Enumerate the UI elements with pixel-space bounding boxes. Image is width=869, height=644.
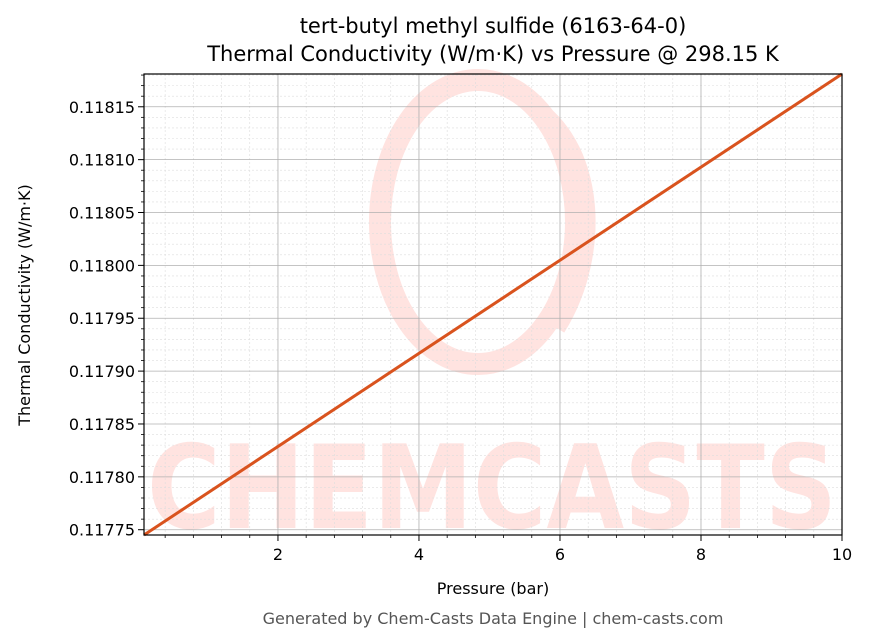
y-tick-label: 0.11800	[69, 256, 135, 275]
y-tick-label: 0.11805	[69, 204, 135, 223]
footer-credit: Generated by Chem-Casts Data Engine | ch…	[263, 609, 724, 628]
y-tick-label: 0.11780	[69, 468, 135, 487]
watermark-ring	[369, 69, 587, 375]
y-tick-label: 0.11810	[69, 151, 135, 170]
y-tick-label: 0.11795	[69, 309, 135, 328]
chart-title: tert-butyl methyl sulfide (6163-64-0)	[300, 14, 687, 38]
chart-subtitle: Thermal Conductivity (W/m·K) vs Pressure…	[206, 42, 780, 66]
x-tick-label: 6	[555, 545, 565, 564]
y-tick-label: 0.11785	[69, 415, 135, 434]
y-axis-ticks: 0.11775 0.11780 0.11785 0.11790 0.11795 0.118…	[69, 74, 144, 540]
x-tick-label: 8	[696, 545, 706, 564]
x-axis-label: Pressure (bar)	[437, 579, 549, 598]
x-tick-label: 2	[273, 545, 283, 564]
x-tick-label: 4	[414, 545, 424, 564]
y-tick-label: 0.11775	[69, 521, 135, 540]
x-axis-ticks: 2 4 6 8 10	[164, 535, 852, 564]
series-layer	[143, 72, 843, 537]
watermark-text: CHEMCASTS	[147, 421, 837, 556]
plot-frame	[143, 73, 843, 536]
y-axis-label: Thermal Conductivity (W/m·K)	[15, 184, 34, 427]
series-line	[143, 72, 843, 537]
x-tick-label: 10	[832, 545, 852, 564]
y-tick-label: 0.11790	[69, 362, 135, 381]
y-tick-label: 0.11815	[69, 98, 135, 117]
